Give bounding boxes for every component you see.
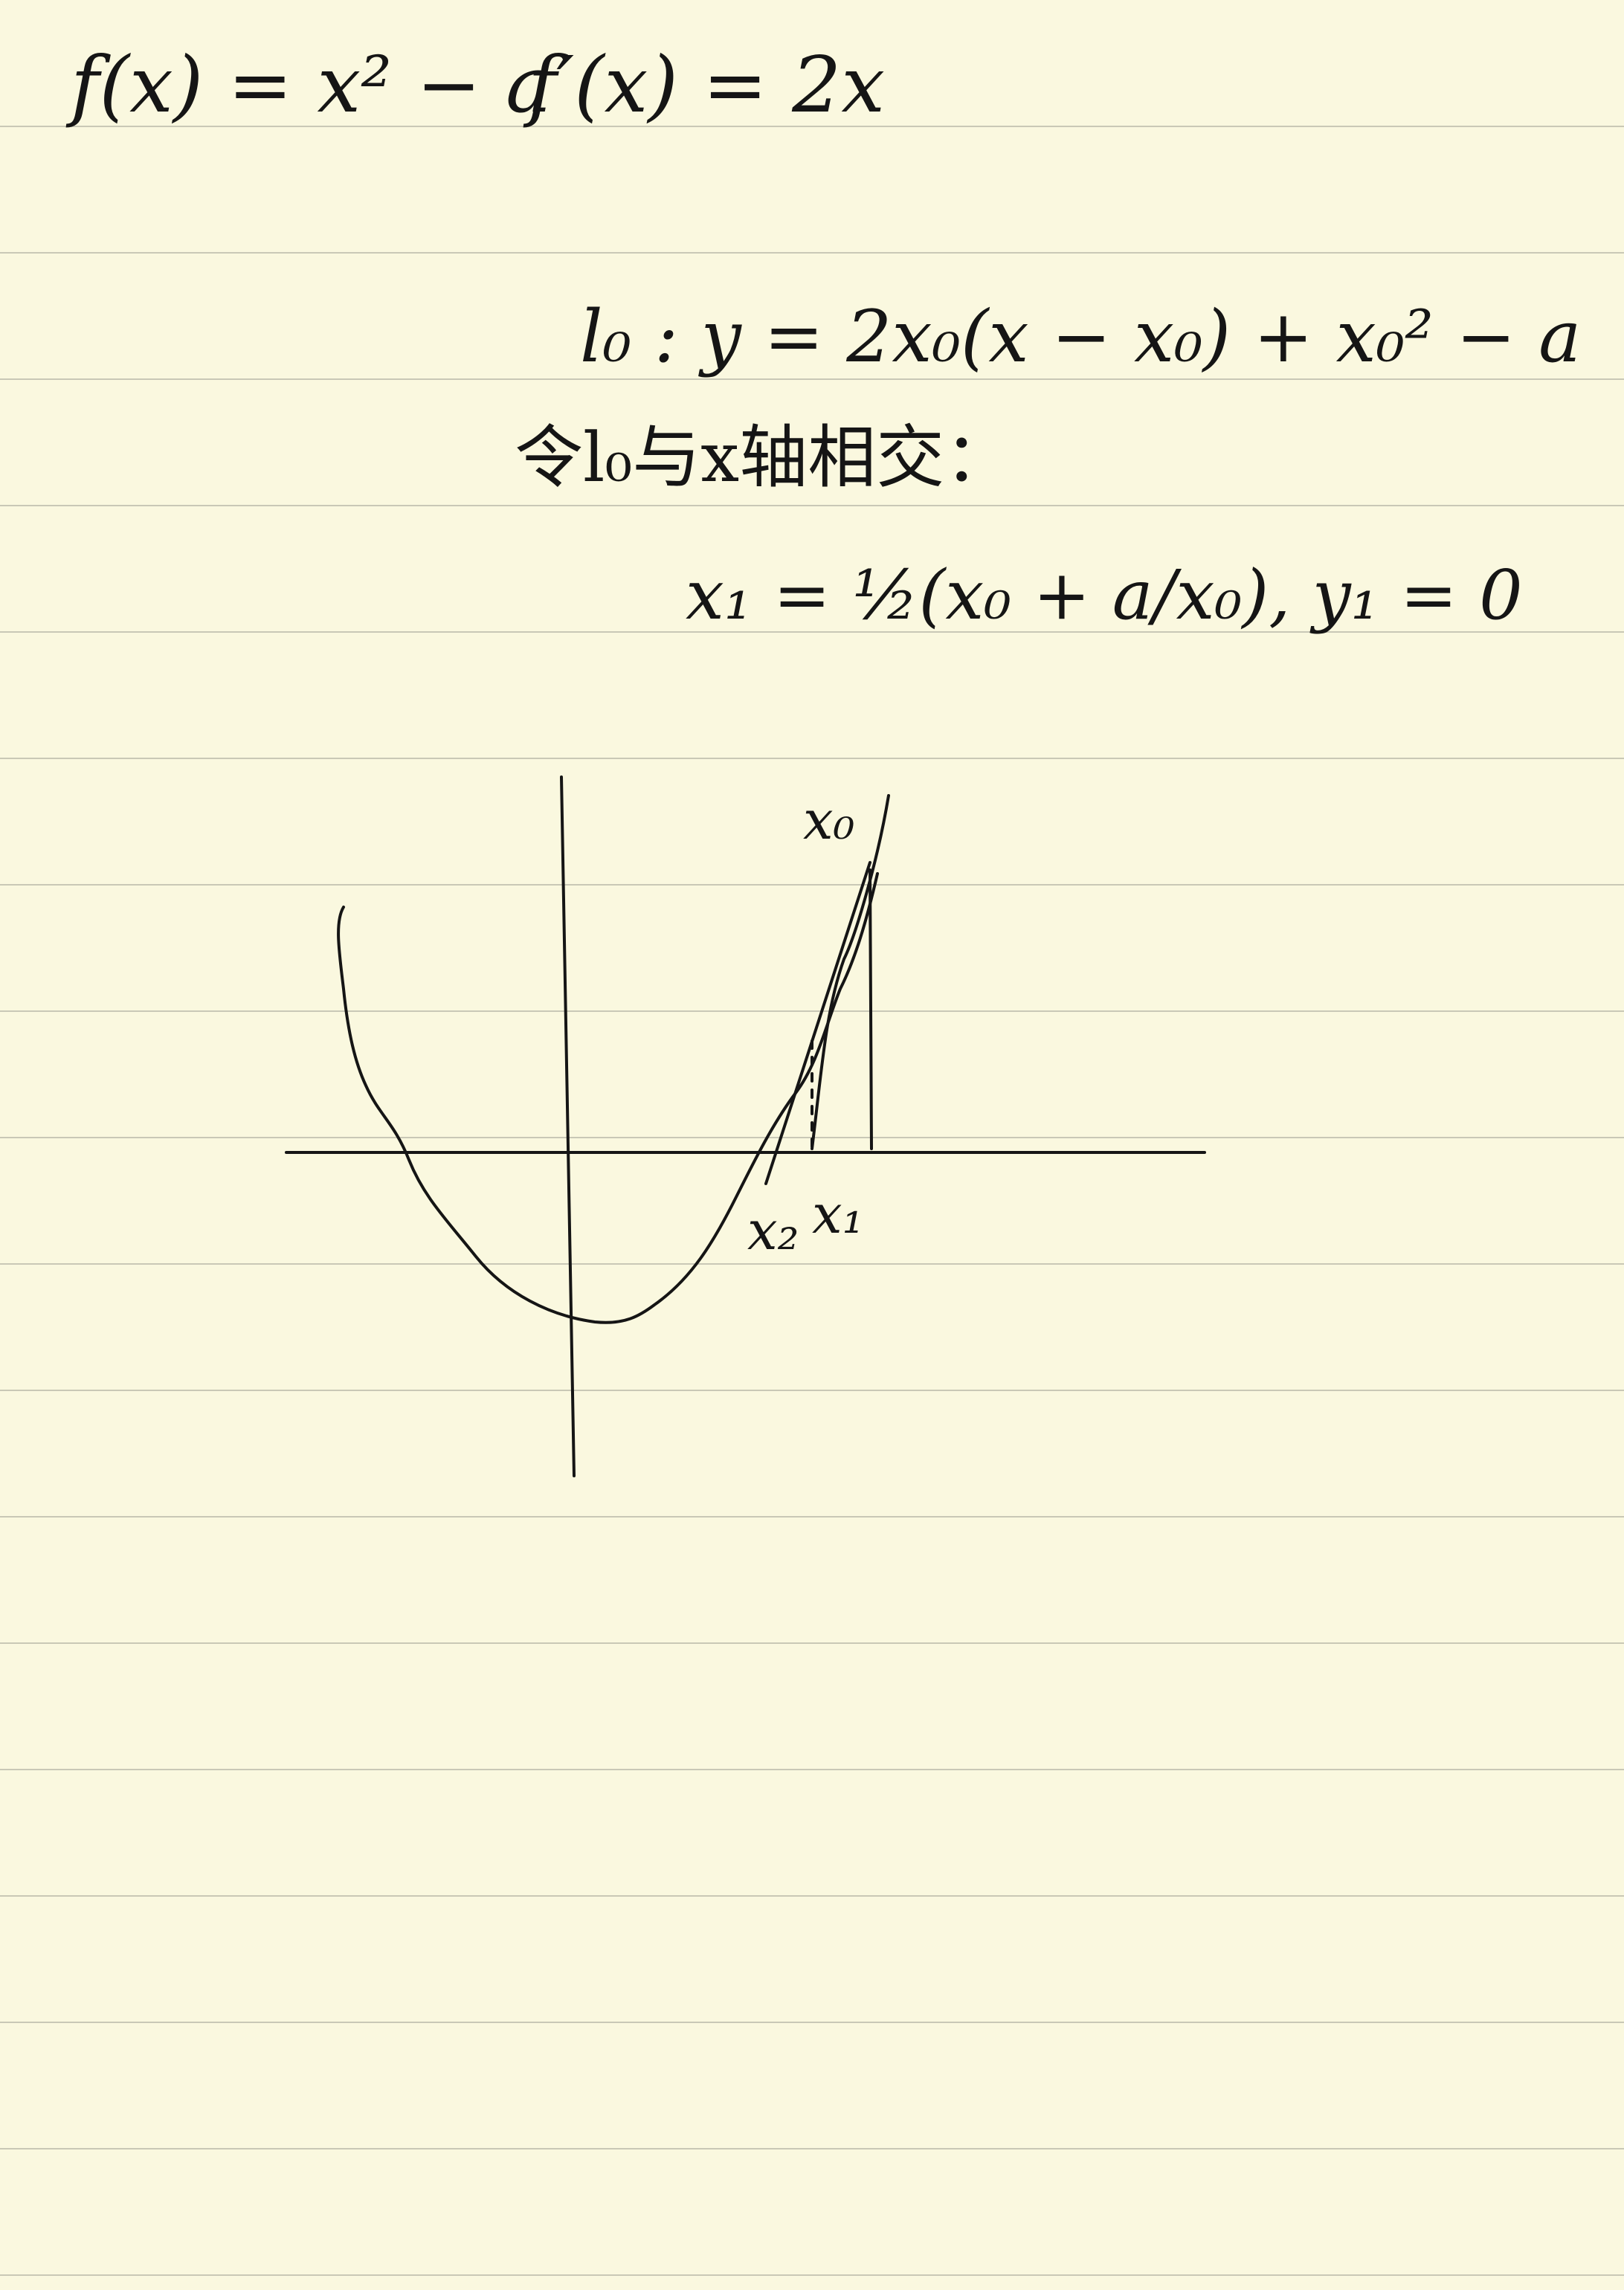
- tangent-line-equation: l₀ : y = 2x₀(x − x₀) + x₀² − a: [580, 295, 1582, 378]
- y-axis: [560, 775, 576, 1477]
- label-x2: x₂: [747, 1199, 799, 1262]
- parabola-curve: [337, 872, 879, 1324]
- tangent-line-x0: [811, 794, 890, 1150]
- vertical-x0: [869, 868, 873, 1150]
- tangent-line-x1: [764, 861, 871, 1185]
- derivative-definition: f′(x) = 2x: [528, 39, 885, 130]
- function-definition: f(x) = x² − a: [71, 39, 552, 130]
- label-x1: x₁: [812, 1183, 863, 1245]
- intersection-condition: 令l₀与x轴相交：: [515, 418, 1014, 497]
- intercept-result: x₁ = ½(x₀ + a/x₀), y₁ = 0: [686, 555, 1523, 635]
- label-x0: x₀: [803, 789, 854, 851]
